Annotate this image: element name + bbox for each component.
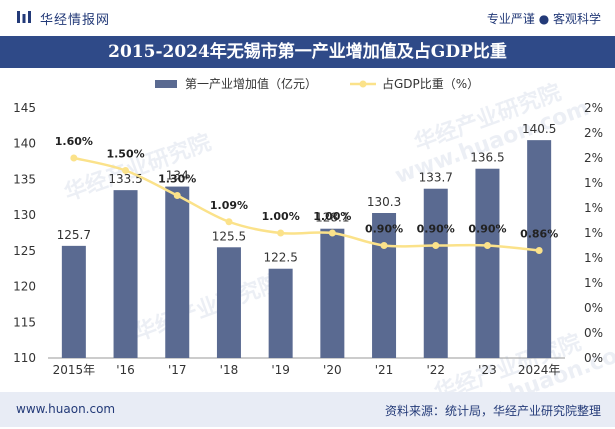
bar-value-label: 136.5 <box>470 151 504 165</box>
bar <box>268 268 293 358</box>
line-value-label: 1.30% <box>158 173 196 186</box>
bar-value-label: 130.3 <box>367 195 401 209</box>
line-point <box>380 242 388 249</box>
x-tick-label: '22 <box>426 363 445 377</box>
y-axis-left: 110 115 120 125 130 135 140 145 <box>13 101 36 365</box>
x-tick-label: '17 <box>168 363 187 377</box>
bar <box>372 213 397 358</box>
bar <box>216 247 241 358</box>
footer-url: www.huaon.com <box>16 402 116 416</box>
bar-value-label: 134 <box>166 169 189 183</box>
bar <box>165 186 190 358</box>
bar <box>423 188 448 358</box>
line-point <box>432 242 440 249</box>
bar <box>61 245 86 358</box>
brand-name: 华经情报网 <box>40 13 111 28</box>
line-path <box>73 156 540 252</box>
bar-value-label: 125.7 <box>57 228 91 242</box>
line-value-label: 0.90% <box>417 223 455 236</box>
chart-legend: 第一产业增加值（亿元） 占GDP比重（%） <box>0 72 615 94</box>
legend-swatch-line <box>350 80 376 87</box>
line-point <box>277 229 285 237</box>
line-point <box>483 242 491 249</box>
chart-area: 110 115 120 125 130 135 140 145 0% 0% 0% 1% 1% 1% 1% 1… <box>13 101 603 377</box>
brand-tagline: 专业严谨 ● 客观科学 <box>486 12 601 26</box>
line-point <box>328 229 336 237</box>
y-tick-label-left: 130 <box>13 208 36 222</box>
line-value-label: 1.00% <box>313 210 351 223</box>
line-value-label: 1.09% <box>210 199 248 212</box>
line-point <box>225 218 233 226</box>
y-tick-label-left: 115 <box>13 315 36 329</box>
bar-value-label: 128.1 <box>315 211 349 225</box>
bar-value-label: 125.5 <box>212 229 246 243</box>
y-tick-label-right: 1% <box>584 251 603 265</box>
bar <box>320 228 345 358</box>
y-tick-label-right: 0% <box>584 301 603 315</box>
y-tick-label-left: 120 <box>13 280 36 294</box>
line-point <box>535 247 543 254</box>
bar-value-label: 133.5 <box>108 172 142 186</box>
y-tick-label-right: 0% <box>584 326 603 340</box>
y-tick-label-right: 0% <box>584 351 603 365</box>
y-tick-label-right: 2% <box>584 151 603 165</box>
top-bar: 华经情报网 专业严谨 ● 客观科学 <box>0 0 615 36</box>
line-value-label: 0.90% <box>365 223 403 236</box>
legend-swatch-bar <box>155 79 177 88</box>
footer-source: 资料来源：统计局，华经产业研究院整理 <box>384 404 601 418</box>
bar <box>475 168 500 358</box>
y-axis-right: 0% 0% 0% 1% 1% 1% 1% 1% 2% 2% 2% <box>584 101 603 365</box>
y-tick-label-right: 2% <box>584 101 603 115</box>
footer: www.huaon.com 资料来源：统计局，华经产业研究院整理 <box>0 392 615 427</box>
line-point <box>70 154 78 162</box>
legend-label-bar: 第一产业增加值（亿元） <box>185 77 318 91</box>
x-axis-labels: 2015年 '16 '17 '18 '19 '20 '21 '22 '23 2024年 <box>53 363 561 377</box>
y-tick-label-left: 110 <box>13 351 36 365</box>
brand-logo-icon <box>17 11 31 23</box>
x-tick-label: '21 <box>375 363 394 377</box>
line-value-label: 0.86% <box>520 228 558 241</box>
y-tick-label-left: 145 <box>13 101 36 115</box>
bar <box>113 190 138 358</box>
chart-title: 2015-2024年无锡市第一产业增加值及占GDP比重 <box>108 42 507 62</box>
y-tick-label-left: 140 <box>13 137 36 151</box>
x-tick-label: '18 <box>220 363 239 377</box>
y-tick-label-right: 1% <box>584 201 603 215</box>
line-point <box>122 167 130 174</box>
x-tick-label: '19 <box>271 363 290 377</box>
title-band <box>0 36 615 68</box>
y-tick-label-right: 1% <box>584 226 603 240</box>
legend-label-line: 占GDP比重（%） <box>382 77 480 91</box>
x-tick-label: 2015年 <box>53 363 96 377</box>
legend-item-bar: 第一产业增加值（亿元） <box>155 75 317 92</box>
x-tick-label: '16 <box>116 363 135 377</box>
x-tick-label: '20 <box>323 363 342 377</box>
y-tick-label-right: 1% <box>584 176 603 190</box>
x-tick-label: '23 <box>478 363 497 377</box>
line-series: 1.60% 1.50% 1.30% 1.09% 1.00% 1.00% 0.90% 0.90%… <box>55 135 558 254</box>
bar-value-label: 133.7 <box>419 171 453 185</box>
line-point <box>173 192 181 199</box>
x-tick-label: 2024年 <box>518 363 561 377</box>
y-tick-label-right: 2% <box>584 126 603 140</box>
legend-item-line: 占GDP比重（%） <box>350 75 479 92</box>
line-value-label: 1.60% <box>55 135 93 148</box>
line-value-label: 1.00% <box>262 210 300 223</box>
bar-value-label: 122.5 <box>263 251 297 265</box>
y-tick-label-left: 135 <box>13 172 36 186</box>
line-value-label: 1.50% <box>106 148 144 161</box>
y-tick-label-right: 1% <box>584 276 603 290</box>
bar-series: 125.7 133.5 134 125.5 122.5 128.1 130.3 133.7 13… <box>57 122 556 358</box>
bar-value-label: 140.5 <box>522 122 556 136</box>
line-value-label: 0.90% <box>468 223 506 236</box>
y-tick-label-left: 125 <box>13 244 36 258</box>
